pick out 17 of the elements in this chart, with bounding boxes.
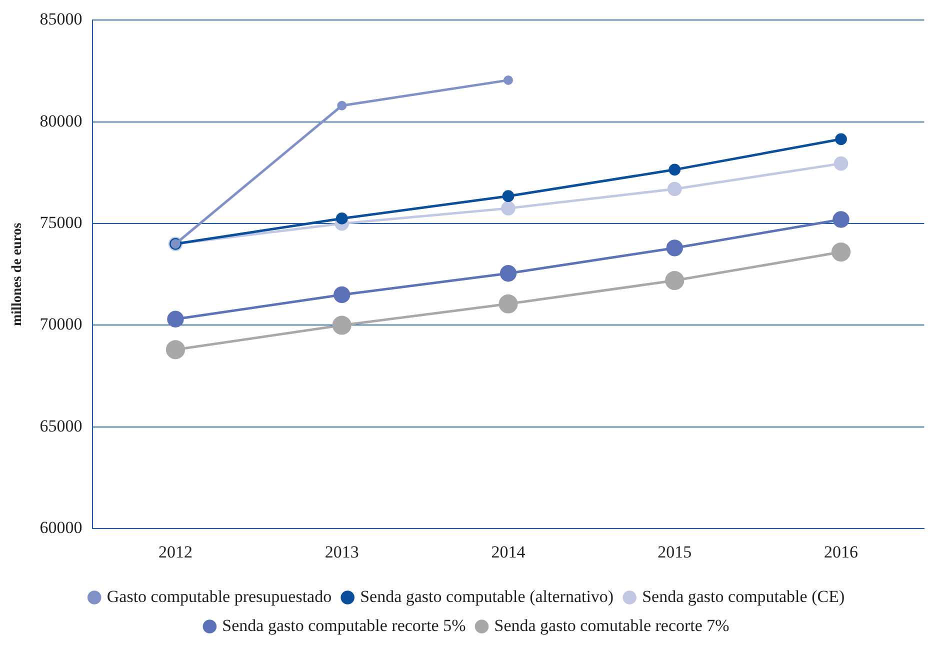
legend-label: Senda gasto computable (alternativo)	[360, 586, 614, 606]
y-tick-label: 80000	[40, 111, 82, 130]
x-tick-label: 2013	[324, 542, 359, 562]
y-tick-label: 85000	[40, 10, 82, 29]
x-tick-label: 2014	[491, 542, 526, 562]
y-tick-label: 75000	[40, 213, 82, 232]
y-tick-label: 60000	[40, 518, 82, 538]
legend-label: Senda gasto comutable recorte 7%	[494, 616, 730, 635]
x-tick-label: 2012	[158, 542, 192, 562]
x-tick-label: 2015	[658, 542, 692, 562]
legend-label: Gasto computable presupuestado	[106, 586, 332, 606]
y-tick-label: 65000	[40, 416, 82, 436]
legend-label: Senda gasto computable recorte 5%	[222, 616, 466, 635]
y-tick-label: 70000	[40, 314, 82, 334]
legend-label: Senda gasto computable (CE)	[642, 586, 845, 606]
x-tick-label: 2016	[824, 542, 858, 562]
y-axis-title: millones de euros	[10, 222, 26, 326]
